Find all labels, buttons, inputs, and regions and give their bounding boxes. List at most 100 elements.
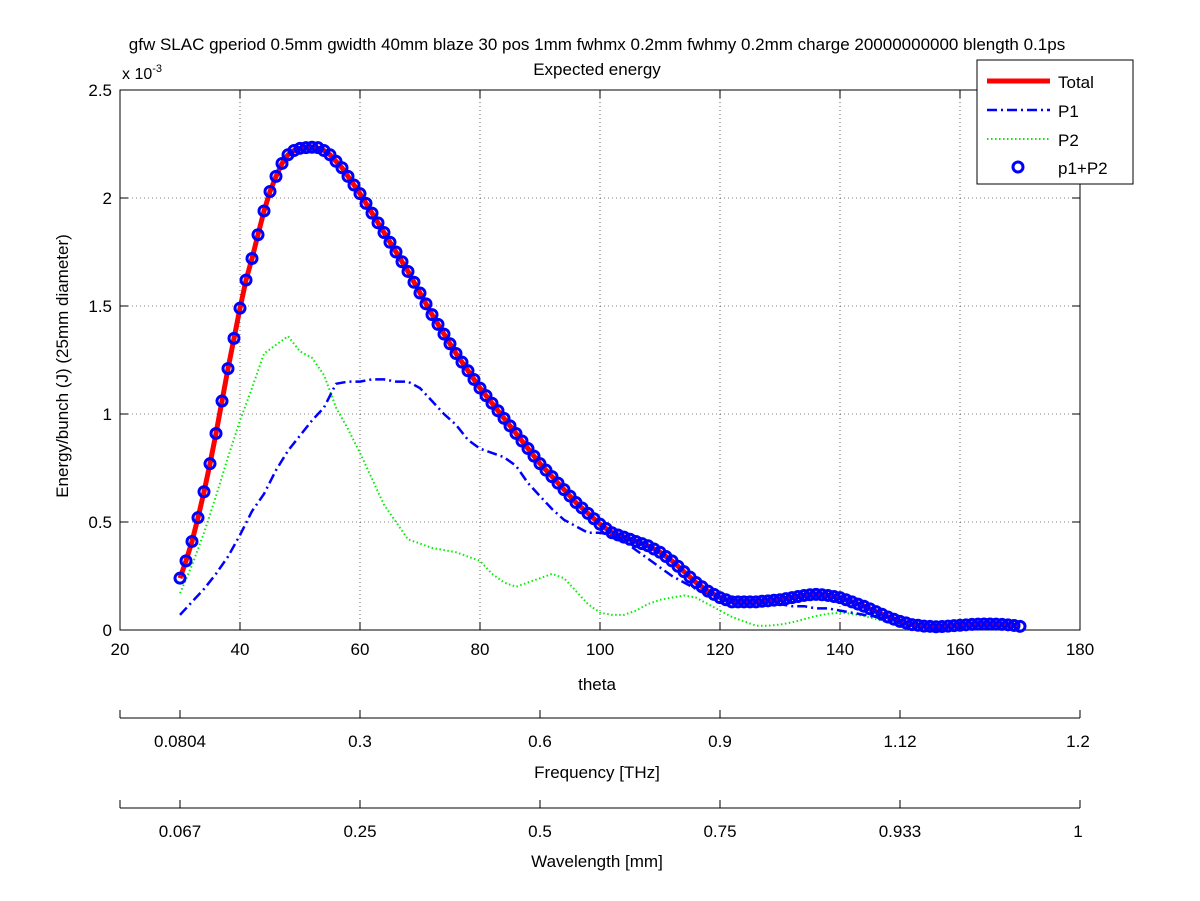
secondary-tick-label: 0.6 — [528, 732, 552, 751]
frequency-axis: 0.0804 0.3 0.6 0.9 1.12 1.2 Frequency [THz] — [119, 710, 1090, 782]
series-p1-p2-point — [503, 419, 517, 433]
series-p1-p2-point — [407, 275, 421, 289]
series-p1-p2-point — [749, 595, 763, 609]
series-p1-p2-point — [815, 588, 829, 602]
series-p1-p2-point — [299, 141, 313, 155]
series-p1-p2-point — [215, 394, 229, 408]
series-p1-p2-point — [527, 449, 541, 463]
x-tick-label: 140 — [826, 640, 854, 659]
y-tick-label: 1.5 — [88, 297, 112, 316]
series-p1-p2-point — [347, 178, 361, 192]
series-p1-p2-point — [629, 534, 643, 548]
x-tick-label: 40 — [231, 640, 250, 659]
series-p1-p2-point — [401, 264, 415, 278]
x-tick-label: 180 — [1066, 640, 1094, 659]
series-p1-p2-point — [1007, 618, 1021, 632]
series-p1-p2-point — [851, 597, 865, 611]
series-p1-p2-point — [773, 593, 787, 607]
wavelength-axis-label: Wavelength [mm] — [531, 852, 663, 871]
series-p1-p2-point — [287, 143, 301, 157]
series-p1-p2-point — [227, 331, 241, 345]
wavelength-axis-ticks: 0.067 0.25 0.5 0.75 0.933 1 — [119, 800, 1083, 841]
secondary-tick-label: 0.75 — [703, 822, 736, 841]
y-tick-label: 2 — [103, 189, 112, 208]
series-p1-p2-point — [881, 610, 895, 624]
series-p1-p2-point — [611, 528, 625, 542]
legend-sum-marker — [1011, 160, 1025, 174]
series-p1-p2-point — [203, 457, 217, 471]
x-tick-label: 160 — [946, 640, 974, 659]
frequency-axis-ticks: 0.0804 0.3 0.6 0.9 1.12 1.2 — [119, 710, 1090, 751]
series-p1-p2-point — [197, 485, 211, 499]
x-axis-ticks: 20 40 60 80 100 120 140 160 180 — [111, 90, 1094, 659]
series-p1-p2-point — [509, 426, 523, 440]
legend: Total P1 P2 p1+P2 — [976, 59, 1134, 185]
series-p1-p2-point — [419, 297, 433, 311]
series-p1-p2-point — [941, 619, 955, 633]
series-p1-p2-point — [965, 617, 979, 631]
series-p1-p2-point — [803, 588, 817, 602]
y-tick-label: 0.5 — [88, 513, 112, 532]
chart-title: gfw SLAC gperiod 0.5mm gwidth 40mm blaze… — [129, 35, 1065, 54]
secondary-tick-label: 0.0804 — [154, 732, 206, 751]
series-p1-p2-point — [245, 251, 259, 265]
series-p1-p2-point — [899, 616, 913, 630]
series-p2-line — [179, 335, 901, 627]
series-p1-p2-point — [461, 364, 475, 378]
series-p1-p2-point — [953, 618, 967, 632]
series-p1-p2-point — [731, 595, 745, 609]
series-p1-p2-point — [485, 396, 499, 410]
wavelength-axis: 0.067 0.25 0.5 0.75 0.933 1 Wavelength [mm] — [119, 800, 1083, 871]
series-p1-p2-point — [251, 228, 265, 242]
secondary-tick-label: 1.12 — [883, 732, 916, 751]
series-p1-p2-point — [521, 442, 535, 456]
series-p1-p2-point — [431, 317, 445, 331]
series-p1-p2-point — [797, 588, 811, 602]
series-p1-p2-point — [209, 426, 223, 440]
x-tick-label: 60 — [351, 640, 370, 659]
series-p1-p2-point — [425, 308, 439, 322]
series-p1-p2-point — [395, 255, 409, 269]
series-p1-p2-point — [239, 273, 253, 287]
series-p1-p2-point — [995, 617, 1009, 631]
series-p1-p2-point — [497, 411, 511, 425]
series-p1-p2-point — [293, 141, 307, 155]
series-p1-p2-point — [413, 286, 427, 300]
series-p1-p2-point — [743, 595, 757, 609]
series-p1-p2-point — [467, 372, 481, 386]
series-p1-p2-point — [257, 204, 271, 218]
series-p1-p2-point — [839, 593, 853, 607]
series-p1-p2-point — [911, 618, 925, 632]
series-p1-p2-point — [173, 571, 187, 585]
series-p1-p2-point — [809, 587, 823, 601]
secondary-tick-label: 0.3 — [348, 732, 372, 751]
series-p1-p2-point — [935, 620, 949, 634]
series-p1-p2-point — [365, 206, 379, 220]
series-p1-p2-point — [983, 617, 997, 631]
series-p1-p2-point — [761, 594, 775, 608]
series-p1-p2-point — [767, 593, 781, 607]
legend-sum-label: p1+P2 — [1058, 159, 1108, 178]
series-p1-p2-point — [341, 169, 355, 183]
series-p1-p2-point — [845, 595, 859, 609]
chart-subtitle: Expected energy — [533, 60, 661, 79]
x-tick-label: 20 — [111, 640, 130, 659]
secondary-tick-label: 0.067 — [159, 822, 202, 841]
series-p1-p2-point — [449, 347, 463, 361]
series-p1-p2-point — [779, 592, 793, 606]
x-axis-label: theta — [578, 675, 616, 694]
series-p1-p2-point — [383, 235, 397, 249]
series-p1-p2-point — [923, 619, 937, 633]
frequency-axis-label: Frequency [THz] — [534, 763, 660, 782]
series-p1-p2-point — [617, 530, 631, 544]
series-p1-p2-point — [833, 591, 847, 605]
series-p1-p2-point — [713, 591, 727, 605]
series-p1-p2-point — [623, 532, 637, 546]
secondary-tick-label: 1.2 — [1066, 732, 1090, 751]
secondary-tick-label: 1 — [1073, 822, 1082, 841]
series-p1-p2-point — [1001, 618, 1015, 632]
series-p1-p2-point — [755, 594, 769, 608]
series-layer — [173, 140, 1027, 634]
y-tick-label: 1 — [103, 405, 112, 424]
series-p1-p2-point — [455, 355, 469, 369]
